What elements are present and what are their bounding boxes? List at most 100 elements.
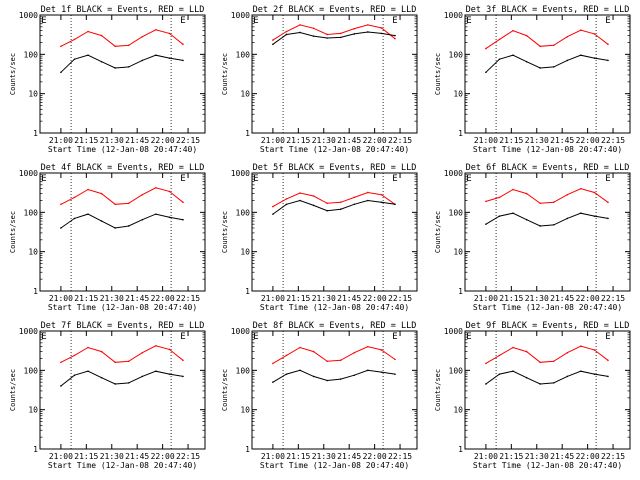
y-tick-label: 10 <box>28 406 38 415</box>
plot-frame <box>39 330 206 450</box>
lld-series-point <box>580 187 582 190</box>
lld-series-point <box>552 360 555 363</box>
event-marker-label: E <box>466 16 471 26</box>
events-series-point <box>580 212 582 215</box>
panel-9: Det 9f BLACK = Events, RED = LLD 1 10 100 10… <box>434 321 631 470</box>
events-series-point <box>100 376 103 379</box>
events-series-point <box>285 33 288 36</box>
lld-series-point <box>326 360 328 363</box>
event-marker-label: E <box>392 16 397 26</box>
y-axis-label: Counts/sec <box>221 211 229 253</box>
events-series <box>272 369 396 383</box>
events-series-point <box>285 203 288 206</box>
panel-7: Det 7f BLACK = Events, RED = LLD 1 10 100 10… <box>9 321 206 470</box>
y-tick-label: 1 <box>33 287 38 296</box>
events-series-point <box>272 213 274 215</box>
events-series-point <box>326 379 328 382</box>
events-series-point <box>566 59 569 62</box>
events-series-point <box>141 218 144 221</box>
x-tick-label: 21:15 <box>74 452 98 461</box>
events-series-point <box>512 370 514 373</box>
y-tick-label: 1 <box>245 129 250 138</box>
y-tick-label: 100 <box>24 50 39 59</box>
events-series-point <box>285 373 288 375</box>
events-series <box>60 213 184 229</box>
x-axis-label: Start Time (12-Jan-08 20:47:40) <box>260 461 409 470</box>
panel-3: Det 3f BLACK = Events, RED = LLD 1 10 100 10… <box>434 5 631 154</box>
y-tick-label: 1 <box>458 287 463 296</box>
events-series-point <box>580 54 582 57</box>
y-tick-label: 1000 <box>444 327 463 336</box>
event-marker-label: E <box>253 16 258 26</box>
plot-frame <box>464 14 631 134</box>
x-tick-label: 22:15 <box>388 294 412 303</box>
lld-series-point <box>87 346 89 349</box>
events-series-point <box>593 215 596 217</box>
panel-title: Det 8f BLACK = Events, RED = LLD <box>253 321 417 331</box>
lld-series-point <box>299 192 301 194</box>
events-series-point <box>60 385 62 387</box>
lld-series-point <box>100 34 103 37</box>
y-tick-label: 100 <box>236 208 251 217</box>
lld-series-point <box>580 29 582 32</box>
lld-series-point <box>182 201 184 204</box>
events-series-point <box>566 217 569 220</box>
events-series-point <box>353 374 356 377</box>
events-series-point <box>100 60 103 63</box>
plot-frame <box>39 172 206 292</box>
lld-series-point <box>552 201 555 204</box>
events-series-point <box>339 36 342 39</box>
panel-2: Det 2f BLACK = Events, RED = LLD 1 10 100 10… <box>221 5 418 154</box>
y-tick-label: 1000 <box>444 169 463 178</box>
y-tick-label: 10 <box>240 90 250 99</box>
events-series <box>60 370 184 387</box>
x-tick-label: 21:00 <box>261 294 285 303</box>
events-series-point <box>339 208 342 211</box>
events-series-point <box>552 382 555 384</box>
events-series-point <box>73 58 76 61</box>
lld-series-point <box>272 362 274 365</box>
lld-series-point <box>100 350 103 353</box>
lld-series-point <box>87 188 89 191</box>
events-series-point <box>114 383 116 385</box>
events-series-point <box>607 59 609 62</box>
lld-series-point <box>73 38 76 41</box>
x-tick-label: 21:15 <box>74 294 98 303</box>
lld-series-point <box>182 43 184 46</box>
y-tick-label: 1000 <box>19 169 38 178</box>
panel-title: Det 7f BLACK = Events, RED = LLD <box>41 321 205 331</box>
events-series-point <box>498 215 501 217</box>
lld-series-point <box>593 33 596 35</box>
lld-series <box>60 187 184 205</box>
x-tick-label: 21:15 <box>74 136 98 145</box>
lld-series-point <box>380 27 383 29</box>
event-marker-label: E <box>605 332 610 342</box>
events-series-point <box>580 370 582 373</box>
x-tick-label: 21:45 <box>337 294 361 303</box>
events-series-point <box>127 382 130 384</box>
events-series-point <box>380 32 383 35</box>
y-axis-label: Counts/sec <box>9 369 17 411</box>
x-tick-label: 22:15 <box>176 136 200 145</box>
x-tick-label: 21:15 <box>499 136 523 145</box>
x-tick-label: 21:45 <box>337 136 361 145</box>
lld-series-point <box>155 187 157 189</box>
event-marker-label: E <box>466 174 471 184</box>
y-tick-label: 1 <box>458 445 463 454</box>
lld-series-point <box>580 345 582 348</box>
y-axis-label: Counts/sec <box>221 369 229 411</box>
events-series-point <box>552 66 555 68</box>
x-tick-label: 21:45 <box>550 294 574 303</box>
x-tick-label: 22:00 <box>363 294 387 303</box>
lld-series-point <box>100 192 103 195</box>
y-tick-label: 10 <box>28 90 38 99</box>
lld-series-point <box>353 196 356 199</box>
events-series-point <box>380 201 383 204</box>
events-series-point <box>312 204 315 207</box>
event-marker-label: E <box>180 174 185 184</box>
lld-series-point <box>339 359 342 362</box>
events-series-point <box>593 373 596 375</box>
lld-series-point <box>498 354 501 357</box>
lld-series-point <box>353 27 356 30</box>
panel-title: Det 6f BLACK = Events, RED = LLD <box>466 163 630 173</box>
